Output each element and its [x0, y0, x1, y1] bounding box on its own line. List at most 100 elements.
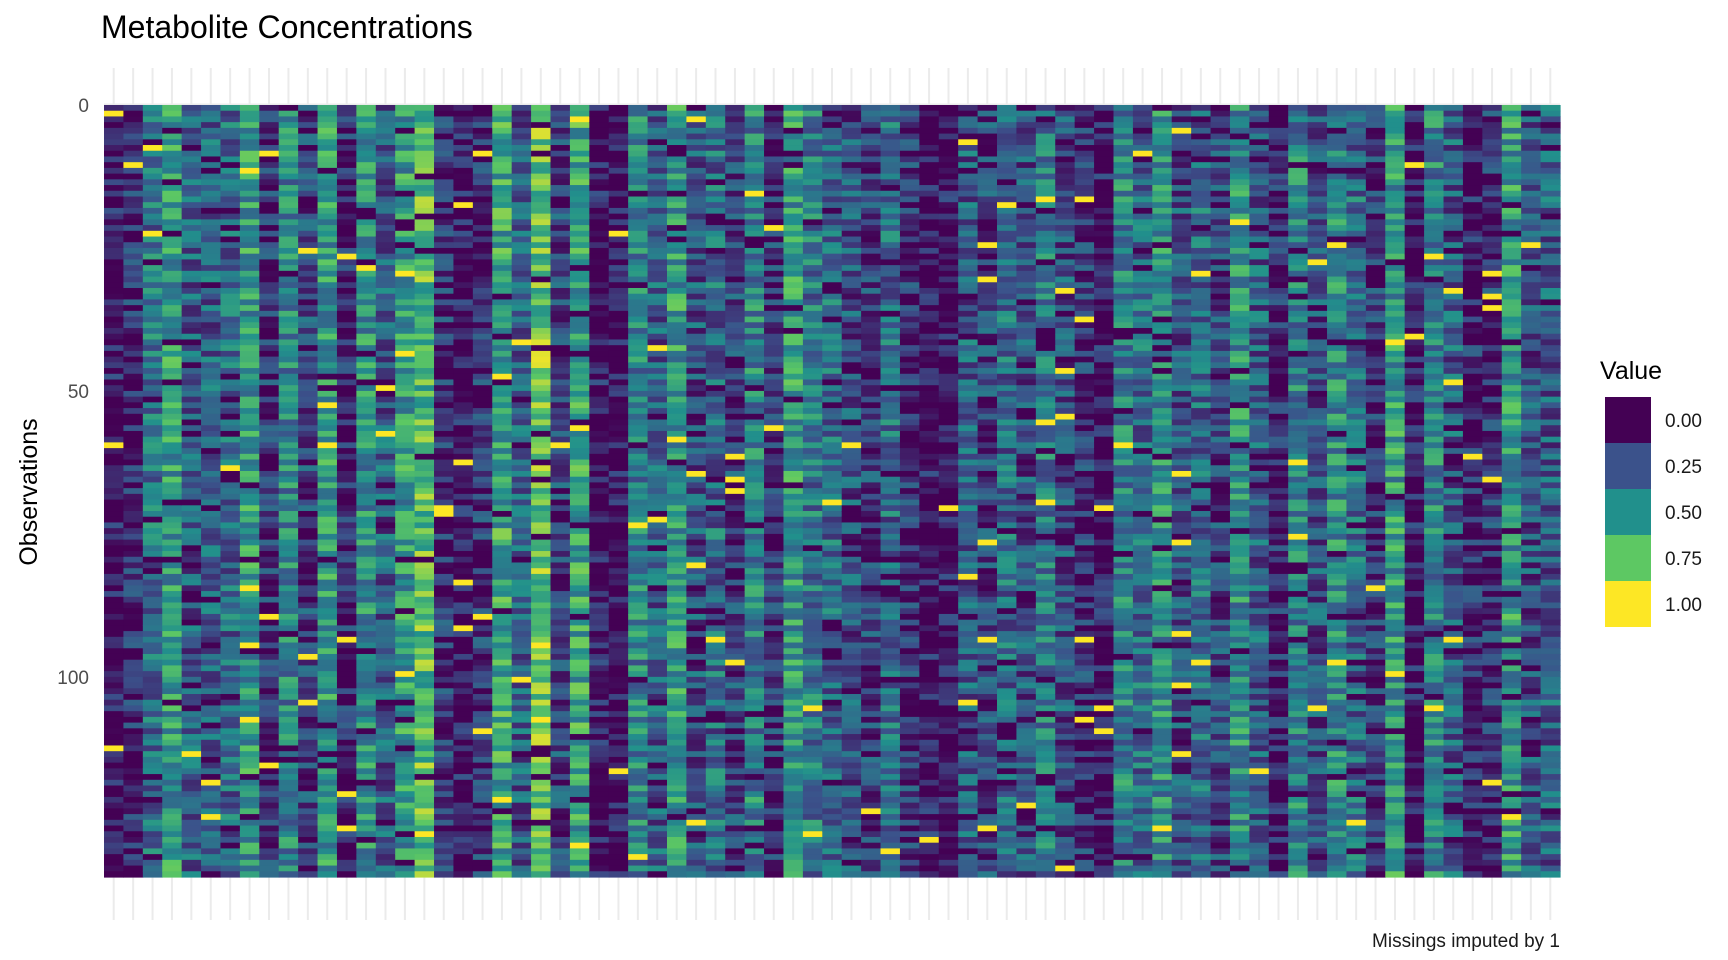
heatmap-cell	[356, 185, 377, 192]
heatmap-cell	[666, 185, 687, 192]
heatmap-cell	[375, 196, 396, 203]
heatmap-cell	[628, 854, 649, 861]
heatmap-cell	[802, 408, 823, 415]
heatmap-cell	[764, 653, 785, 661]
heatmap-cell	[472, 756, 493, 764]
heatmap-cell	[375, 756, 396, 764]
heatmap-cell	[531, 676, 552, 684]
heatmap-cell	[317, 322, 338, 329]
heatmap-cell	[298, 694, 319, 701]
heatmap-cell	[317, 625, 338, 632]
heatmap-cell	[589, 573, 610, 581]
heatmap-cell	[589, 167, 610, 175]
heatmap-cell	[298, 419, 319, 426]
heatmap-cell	[336, 768, 357, 775]
heatmap-cell	[259, 682, 280, 689]
heatmap-cell	[783, 522, 804, 529]
heatmap-cell	[783, 659, 804, 667]
heatmap-cell	[317, 402, 338, 409]
heatmap-cell	[725, 511, 746, 518]
heatmap-cell	[511, 105, 532, 112]
heatmap-cell	[201, 533, 222, 541]
heatmap-cell	[705, 328, 726, 335]
heatmap-cell	[686, 425, 707, 432]
heatmap-cell	[414, 842, 435, 850]
heatmap-cell	[511, 413, 532, 421]
heatmap-cell	[744, 190, 765, 198]
heatmap-cell	[278, 671, 299, 678]
heatmap-cell	[511, 173, 532, 180]
heatmap-cell	[550, 802, 571, 809]
heatmap-cell	[511, 339, 532, 346]
heatmap-cell	[336, 276, 357, 283]
heatmap-cell	[356, 688, 377, 695]
heatmap-cell	[764, 831, 785, 838]
heatmap-cell	[744, 865, 765, 872]
heatmap-cell	[647, 265, 668, 272]
heatmap-cell	[356, 139, 377, 146]
heatmap-cell	[589, 631, 610, 638]
heatmap-cell	[181, 259, 202, 266]
heatmap-cell	[453, 642, 474, 649]
heatmap-cell	[686, 350, 707, 358]
heatmap-cell	[647, 859, 668, 867]
heatmap-cell	[336, 751, 357, 758]
heatmap-cell	[336, 551, 357, 558]
heatmap-cell	[434, 539, 455, 546]
heatmap-cell	[628, 430, 649, 438]
heatmap-cell	[647, 619, 668, 626]
heatmap-cell	[162, 653, 183, 661]
heatmap-cell	[725, 739, 746, 747]
heatmap-cell	[201, 390, 222, 398]
heatmap-cell	[608, 653, 629, 661]
heatmap-cell	[181, 185, 202, 192]
heatmap-cell	[608, 505, 629, 512]
heatmap-cell	[298, 110, 319, 118]
heatmap-cell	[569, 419, 590, 426]
heatmap-cell	[434, 196, 455, 203]
heatmap-cell	[201, 373, 222, 381]
heatmap-cell	[278, 779, 299, 787]
heatmap-cell	[201, 145, 222, 152]
heatmap-cell	[589, 230, 610, 238]
heatmap-cell	[278, 814, 299, 821]
heatmap-cell	[259, 476, 280, 484]
heatmap-cell	[181, 465, 202, 472]
heatmap-cell	[298, 225, 319, 232]
heatmap-cell	[278, 253, 299, 260]
heatmap-cell	[220, 390, 241, 398]
heatmap-cell	[531, 848, 552, 855]
heatmap-cell	[375, 825, 396, 832]
heatmap-cell	[666, 716, 687, 724]
heatmap-cell	[472, 568, 493, 575]
heatmap-cell	[628, 859, 649, 867]
heatmap-cell	[725, 836, 746, 844]
heatmap-cell	[783, 751, 804, 758]
heatmap-cell	[356, 333, 377, 341]
heatmap-cell	[162, 299, 183, 306]
heatmap-cell	[181, 836, 202, 844]
heatmap-cell	[104, 613, 125, 621]
heatmap-cell	[569, 619, 590, 626]
heatmap-cell	[511, 608, 532, 615]
heatmap-cell	[802, 207, 823, 215]
heatmap-cell	[569, 276, 590, 283]
heatmap-cell	[375, 814, 396, 821]
heatmap-cell	[201, 133, 222, 140]
heatmap-cell	[531, 694, 552, 701]
heatmap-cell	[589, 836, 610, 844]
heatmap-cell	[220, 859, 241, 867]
heatmap-cell	[550, 207, 571, 215]
heatmap-cell	[278, 190, 299, 198]
heatmap-cell	[395, 179, 416, 186]
heatmap-cell	[647, 110, 668, 118]
heatmap-cell	[511, 625, 532, 632]
heatmap-cell	[647, 356, 668, 363]
heatmap-cell	[569, 482, 590, 489]
heatmap-cell	[375, 390, 396, 398]
heatmap-cell	[608, 836, 629, 844]
heatmap-cell	[375, 802, 396, 809]
heatmap-cell	[569, 185, 590, 192]
heatmap-cell	[104, 796, 125, 804]
heatmap-cell	[608, 831, 629, 838]
